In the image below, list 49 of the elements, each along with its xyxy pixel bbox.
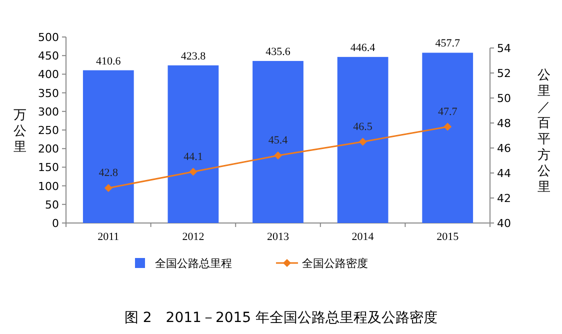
data-label: 44.1 <box>184 150 203 163</box>
legend-label: 全国公路总里程 <box>155 257 232 270</box>
bar <box>252 60 304 223</box>
bar <box>337 56 388 223</box>
y-tick-label: 500 <box>38 31 59 44</box>
y2-tick-label: 42 <box>497 192 511 205</box>
point <box>189 168 198 176</box>
y-tick-label: 450 <box>38 50 59 63</box>
data-label: 446.4 <box>350 42 376 54</box>
y2-tick-label: 48 <box>497 117 511 130</box>
data-label: 47.7 <box>438 106 458 118</box>
y-tick-label: 100 <box>38 180 59 193</box>
x-tick-label: 2012 <box>182 231 204 243</box>
y2-tick-label: 44 <box>497 167 511 180</box>
data-label: 423.8 <box>180 50 206 62</box>
x-tick-label: 2013 <box>267 231 290 243</box>
bar <box>422 52 474 223</box>
data-label: 410.6 <box>96 55 122 68</box>
y-tick-label: 300 <box>38 105 59 118</box>
bar <box>168 65 219 223</box>
point <box>444 122 452 131</box>
point <box>274 152 282 160</box>
point <box>358 138 367 146</box>
point <box>104 184 112 192</box>
caption: 图 2 2011－2015 年全国公路总里程及公路密度 <box>124 310 438 326</box>
data-label: 46.5 <box>353 120 373 133</box>
y-tick-label: 250 <box>38 124 59 137</box>
data-label: 435.6 <box>266 46 291 58</box>
data-label: 457.7 <box>435 38 460 50</box>
y2-tick-label: 46 <box>497 142 511 155</box>
y2-tick-label: 50 <box>497 92 511 105</box>
legend-label: 全国公路密度 <box>302 257 368 270</box>
data-label: 42.8 <box>98 167 119 179</box>
y-tick-label: 50 <box>45 198 59 212</box>
y-axis-title: 万公里 <box>14 108 26 155</box>
x-tick-label: 2015 <box>436 231 460 243</box>
y-tick-label: 200 <box>38 142 59 156</box>
bar <box>82 70 134 223</box>
y-tick-label: 0 <box>52 217 59 230</box>
data-label: 45.4 <box>268 134 288 146</box>
y-tick-label: 350 <box>38 86 59 100</box>
y2-tick-label: 52 <box>497 67 511 80</box>
y-tick-label: 150 <box>38 161 59 174</box>
y-tick-label: 400 <box>38 68 59 82</box>
y2-tick-label: 54 <box>497 42 511 55</box>
y2-axis-title: 公里／百平方公里 <box>538 68 550 195</box>
x-tick-label: 2011 <box>98 231 120 243</box>
x-tick-label: 2014 <box>352 231 374 243</box>
y2-tick-label: 40 <box>497 217 511 230</box>
